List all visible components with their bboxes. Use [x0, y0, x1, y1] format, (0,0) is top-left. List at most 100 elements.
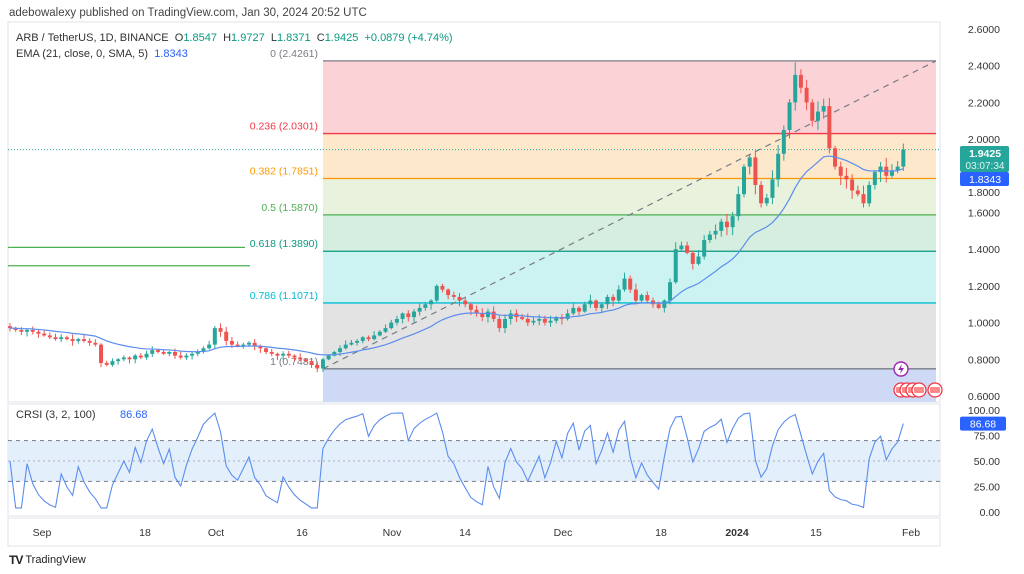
candle — [696, 256, 701, 264]
candle — [338, 348, 343, 352]
candle — [53, 337, 58, 340]
candle — [104, 362, 109, 365]
candle — [577, 307, 581, 312]
price-tick: 0.6000 — [968, 391, 1000, 403]
candle — [656, 304, 661, 308]
candle — [815, 111, 820, 121]
time-tick: Sep — [33, 527, 52, 539]
candle — [446, 289, 451, 296]
candle — [173, 351, 178, 356]
candle — [838, 166, 843, 176]
candle — [508, 313, 513, 319]
candle — [582, 304, 587, 312]
price-tick: 1.4000 — [968, 244, 1000, 256]
time-tick: 15 — [810, 527, 822, 539]
candle — [480, 313, 485, 318]
candle — [440, 285, 445, 290]
candle — [707, 234, 712, 241]
candle — [292, 355, 297, 358]
tv-logo-icon: TV — [9, 553, 23, 567]
candle — [246, 342, 251, 345]
candle — [571, 307, 576, 314]
candle — [349, 342, 354, 345]
candle — [235, 344, 240, 347]
candle — [451, 295, 456, 297]
ohlc-legend: ARB / TetherUS, 1D, BINANCE O1.8547 H1.9… — [16, 30, 453, 46]
open-label: O — [174, 32, 184, 44]
fib-zone-0.786 — [323, 302, 936, 369]
ema-label[interactable]: EMA (21, close, 0, SMA, 5) — [16, 48, 149, 60]
candle — [59, 337, 64, 340]
candle — [264, 348, 269, 352]
fib-zone-below-1 — [323, 368, 936, 402]
rsi-tick: 100.00 — [968, 405, 1000, 417]
price-tick: 2.6000 — [968, 24, 1000, 36]
candle — [781, 129, 786, 154]
fib-label-0.618: 0.618 (1.3890) — [250, 238, 318, 250]
candle — [719, 221, 724, 231]
candle — [76, 339, 81, 341]
candle — [87, 340, 92, 343]
symbol-label[interactable]: ARB / TetherUS, 1D, BINANCE — [16, 32, 169, 44]
candle — [588, 300, 593, 305]
candle — [298, 357, 303, 360]
candle — [457, 296, 462, 301]
candle — [742, 166, 747, 195]
candle — [633, 289, 638, 301]
crsi-value: 86.68 — [120, 409, 148, 421]
candle — [42, 333, 47, 336]
candle — [383, 328, 388, 332]
candle — [599, 304, 604, 308]
crsi-label: CRSI (3, 2, 100) — [16, 409, 95, 421]
candle — [269, 351, 274, 354]
candle — [548, 320, 553, 323]
candle — [730, 216, 735, 228]
candle — [878, 166, 883, 173]
candle — [639, 295, 644, 301]
candle — [13, 328, 18, 330]
candle — [724, 221, 729, 228]
candle — [309, 361, 314, 365]
candle — [320, 359, 325, 369]
candle — [252, 342, 257, 347]
fib-zone-0.236 — [323, 133, 936, 179]
candle — [127, 357, 132, 360]
ema-price-value: 1.8343 — [969, 174, 1001, 186]
candle — [121, 357, 126, 360]
brand-name: TradingView — [25, 554, 86, 566]
candle — [855, 190, 860, 195]
candle — [463, 300, 468, 305]
candle — [99, 344, 104, 363]
time-tick: 2024 — [725, 527, 749, 539]
publisher-attribution: adebowalexy published on TradingView.com… — [9, 7, 367, 19]
candle — [406, 313, 411, 318]
candle — [645, 295, 650, 301]
candle — [616, 289, 621, 301]
candle — [542, 318, 547, 323]
candle — [110, 361, 115, 365]
candle — [503, 318, 508, 329]
fib-label-0.5: 0.5 (1.5870) — [261, 202, 318, 214]
candle — [850, 179, 855, 191]
time-tick: Oct — [208, 527, 224, 539]
crsi-tag-value: 86.68 — [970, 419, 996, 431]
price-tick: 1.8000 — [968, 187, 1000, 199]
candle — [810, 102, 815, 121]
candle — [679, 245, 684, 250]
candle — [844, 175, 849, 180]
candle — [747, 157, 752, 167]
candle — [537, 318, 542, 321]
high-label: H — [223, 32, 232, 44]
low-value: 1.8371 — [276, 32, 311, 44]
change-value: +0.0879 (+4.74%) — [364, 32, 453, 44]
candle — [622, 278, 627, 290]
candle — [889, 170, 894, 176]
candle — [355, 340, 360, 343]
tradingview-logo[interactable]: TV TradingView — [9, 553, 86, 567]
price-tick: 2.2000 — [968, 97, 1000, 109]
candle — [411, 311, 416, 318]
candle — [178, 355, 183, 358]
candle — [605, 296, 610, 305]
time-tick: 18 — [139, 527, 151, 539]
